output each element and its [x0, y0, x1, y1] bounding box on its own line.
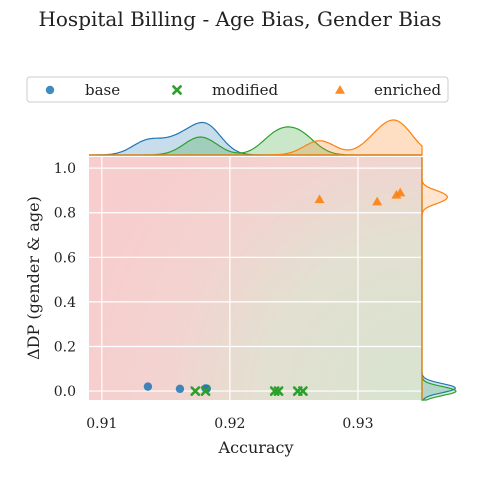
enriched-point — [314, 194, 325, 204]
top-marginal-density — [89, 119, 423, 156]
y-tick-label: 0.8 — [54, 206, 76, 222]
legend-label-modified: modified — [212, 81, 279, 99]
enriched-point — [391, 189, 402, 199]
legend: base modified enriched — [26, 76, 449, 103]
modified-point — [190, 386, 201, 396]
modified-point — [273, 386, 284, 396]
y-tick-label: 0.6 — [54, 250, 76, 266]
legend-box — [26, 76, 449, 103]
base-point — [143, 382, 153, 391]
chart-title: Hospital Billing - Age Bias, Gender Bias — [38, 7, 441, 31]
y-tick-label: 0.0 — [54, 384, 76, 400]
modified-point — [297, 386, 308, 396]
top-density-enriched — [89, 119, 423, 156]
legend-marker-base — [45, 85, 55, 95]
enriched-point — [395, 187, 406, 197]
legend-label-enriched: enriched — [374, 81, 441, 99]
y-axis-ticks: 0.0 0.2 0.4 0.6 0.8 1.0 — [54, 161, 76, 400]
plot-gradient — [89, 157, 422, 400]
y-tick-label: 0.2 — [54, 339, 76, 355]
x-tick-label: 0.91 — [86, 416, 117, 432]
x-axis-label: Accuracy — [218, 438, 294, 457]
legend-label-base: base — [85, 81, 120, 99]
enriched-point — [372, 196, 383, 206]
modified-point — [200, 386, 211, 396]
right-density-enriched — [421, 157, 448, 400]
x-tick-label: 0.92 — [214, 416, 245, 432]
y-tick-label: 0.4 — [54, 295, 76, 311]
y-axis-label: ΔDP (gender & age) — [24, 196, 43, 360]
base-point — [175, 384, 185, 394]
y-tick-label: 1.0 — [54, 161, 76, 177]
plot-area — [89, 157, 457, 401]
legend-marker-modified — [172, 85, 182, 95]
x-tick-label: 0.93 — [342, 416, 373, 432]
legend-marker-enriched — [335, 85, 345, 94]
right-marginal-density — [421, 157, 457, 401]
x-axis-ticks: 0.91 0.92 0.93 — [86, 416, 373, 432]
